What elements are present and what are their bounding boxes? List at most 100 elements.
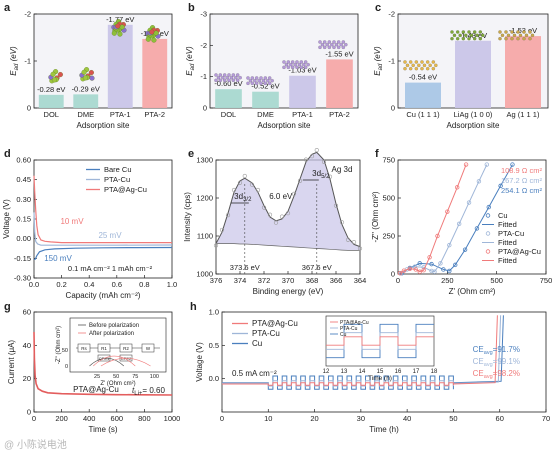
inset-x-tick-label: 25 xyxy=(94,374,100,380)
circuit-element xyxy=(119,343,133,353)
atom xyxy=(81,69,87,75)
atom xyxy=(458,33,462,38)
atom xyxy=(322,40,327,44)
x-axis-label: Capacity (mAh cm⁻²) xyxy=(66,291,141,300)
atom xyxy=(510,30,514,34)
atom xyxy=(51,77,58,83)
legend-label: Cu xyxy=(498,211,508,220)
slab-illustration xyxy=(214,73,242,83)
atom xyxy=(115,23,121,29)
inset-nyquist-arc xyxy=(100,357,151,367)
x-tick-label: 500 xyxy=(490,276,503,285)
series-line xyxy=(33,175,172,244)
atom xyxy=(403,60,407,64)
y-tick-label: -2 xyxy=(24,10,31,19)
data-point xyxy=(314,148,319,153)
data-point xyxy=(219,227,225,233)
atom xyxy=(422,63,427,68)
atom xyxy=(417,63,421,68)
x-tick-label: 600 xyxy=(111,414,124,423)
data-point xyxy=(401,268,407,273)
data-point xyxy=(345,237,351,242)
y-tick-label: 1200 xyxy=(196,194,213,203)
inset-x-tick-label: 100 xyxy=(150,374,159,380)
y-axis-label: Ead (eV) xyxy=(373,46,384,76)
x-category-label: PTA-1 xyxy=(110,110,131,119)
atom xyxy=(303,60,308,64)
atom xyxy=(434,63,438,68)
x-tick-label: 250 xyxy=(441,276,454,285)
y-tick-label: 1.0 xyxy=(209,308,219,317)
slab-illustration xyxy=(282,60,310,70)
atom xyxy=(522,36,526,41)
x-axis-label: Time (h) xyxy=(369,425,399,434)
circuit-element-label: R2 xyxy=(123,346,129,351)
data-point xyxy=(407,266,413,272)
data-point xyxy=(333,203,339,208)
inset-x-tick-label: 17 xyxy=(413,369,420,375)
peak-fill xyxy=(216,152,360,251)
inset-legend-label: Cu xyxy=(340,332,347,338)
x-category-label: PTA-2 xyxy=(329,110,350,119)
atom xyxy=(50,71,56,77)
atom xyxy=(450,36,454,41)
x-category-label: PTA-1 xyxy=(292,110,313,119)
circuit-element xyxy=(77,343,91,353)
legend-label: Fitted xyxy=(498,256,517,265)
atom xyxy=(467,30,471,34)
atom xyxy=(318,40,322,44)
atom xyxy=(403,66,407,71)
atom xyxy=(257,78,261,83)
circuit-element xyxy=(97,354,111,362)
data-point xyxy=(303,157,309,162)
x-tick-label: 0 xyxy=(220,414,224,423)
atom xyxy=(498,30,502,34)
data-point xyxy=(327,174,333,179)
inset-x-tick-label: 12 xyxy=(323,369,330,375)
bar xyxy=(215,89,242,108)
bar xyxy=(405,82,441,108)
panel-letter: a xyxy=(4,2,11,14)
y-tick-label: 0 xyxy=(391,104,395,113)
panel-letter: b xyxy=(188,2,195,14)
atom xyxy=(478,36,483,41)
data-point xyxy=(357,246,363,251)
atom xyxy=(221,75,225,80)
inset-x-label: Time (h) xyxy=(368,375,392,382)
data-point xyxy=(242,173,247,179)
y-tick-label: 0.15 xyxy=(16,215,31,224)
y-axis-label: Intensity (cps) xyxy=(183,192,192,242)
background-line xyxy=(216,243,360,251)
data-point xyxy=(309,154,315,159)
data-point xyxy=(297,178,303,183)
atom xyxy=(461,30,466,34)
atom xyxy=(510,36,514,41)
circuit-element-label: W xyxy=(146,346,151,351)
legend-label: PTA@Ag-Cu xyxy=(252,319,298,328)
data-point xyxy=(237,180,243,185)
data-point xyxy=(267,212,273,217)
bar-value-label: -0.52 eV xyxy=(251,82,279,91)
bar xyxy=(289,75,316,108)
y-tick-label: -1 xyxy=(388,57,395,66)
x-axis-label: Adsorption site xyxy=(77,121,130,130)
y-tick-label: 0.0 xyxy=(209,374,219,383)
atom xyxy=(246,81,250,86)
atom xyxy=(225,75,229,80)
y-axis-label: Ead (eV) xyxy=(9,46,20,76)
data-point xyxy=(249,182,255,187)
atom xyxy=(431,66,436,71)
atom xyxy=(332,40,336,44)
atom xyxy=(472,36,477,41)
x-tick-label: 372 xyxy=(258,276,271,285)
atom xyxy=(306,62,310,67)
y-axis-label: Voltage (V) xyxy=(2,199,11,239)
atom xyxy=(284,62,289,67)
atom xyxy=(297,62,302,67)
bar-value-label: -1.53 eV xyxy=(509,26,537,35)
x-tick-label: 750 xyxy=(540,276,553,285)
data-point xyxy=(462,247,468,252)
atom xyxy=(214,78,218,83)
y-tick-label: 0.30 xyxy=(16,195,31,204)
legend-label: PTA@Ag-Cu xyxy=(104,185,147,194)
